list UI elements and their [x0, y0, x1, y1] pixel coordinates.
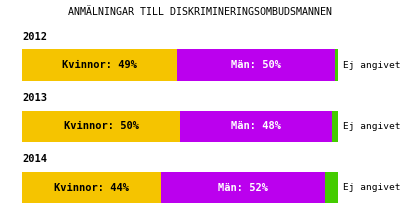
- Bar: [332, 111, 338, 142]
- Bar: [22, 49, 177, 81]
- Bar: [161, 172, 325, 204]
- Bar: [325, 172, 338, 204]
- Text: ANMÄLNINGAR TILL DISKRIMINERINGSOMBUDSMANNEN: ANMÄLNINGAR TILL DISKRIMINERINGSOMBUDSMA…: [68, 7, 332, 17]
- Text: Män: 52%: Män: 52%: [218, 183, 268, 193]
- Text: Ej angivet: 4%: Ej angivet: 4%: [343, 183, 400, 192]
- Text: Kvinnor: 44%: Kvinnor: 44%: [54, 183, 129, 193]
- Text: Kvinnor: 50%: Kvinnor: 50%: [64, 121, 138, 132]
- Bar: [22, 111, 180, 142]
- Text: Män: 50%: Män: 50%: [231, 60, 281, 70]
- Bar: [22, 172, 161, 204]
- Text: Kvinnor: 49%: Kvinnor: 49%: [62, 60, 137, 70]
- Text: Ej angivet: 2%: Ej angivet: 2%: [343, 122, 400, 131]
- Bar: [180, 111, 332, 142]
- Bar: [177, 49, 335, 81]
- Text: 2013: 2013: [22, 93, 47, 103]
- Text: Män: 48%: Män: 48%: [231, 121, 281, 132]
- Text: 2014: 2014: [22, 154, 47, 164]
- Bar: [335, 49, 338, 81]
- Text: Ej angivet: 1%: Ej angivet: 1%: [343, 61, 400, 70]
- Text: 2012: 2012: [22, 32, 47, 42]
